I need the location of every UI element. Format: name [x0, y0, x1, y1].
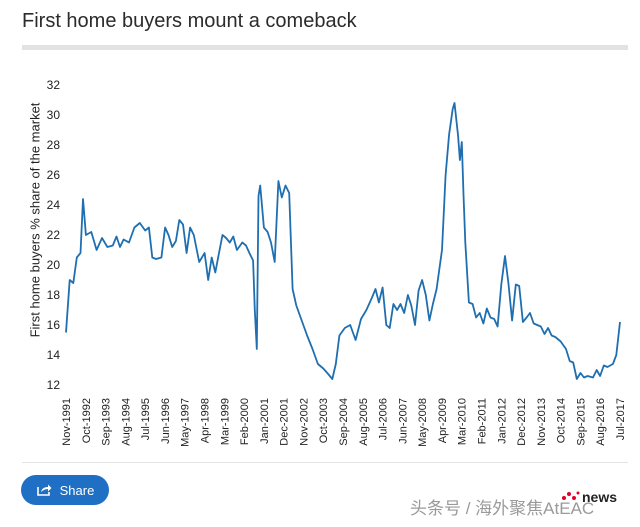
x-tick-label: Jan-2012 — [496, 398, 508, 444]
x-tick-label: Feb-2011 — [477, 398, 489, 444]
y-tick-label: 18 — [47, 288, 61, 302]
x-tick-label: Apr-1998 — [200, 398, 212, 443]
x-tick-label: Aug-1994 — [120, 398, 132, 446]
y-tick-label: 28 — [47, 138, 61, 152]
news-logo-icon — [562, 491, 580, 500]
y-tick-label: 22 — [47, 228, 61, 242]
y-tick-label: 32 — [47, 78, 61, 92]
footer-divider — [22, 462, 628, 463]
x-tick-label: Nov-2013 — [536, 398, 548, 446]
y-tick-label: 26 — [47, 168, 61, 182]
series-line — [65, 102, 621, 380]
x-tick-label: Sep-2004 — [338, 398, 350, 446]
y-tick-label: 20 — [47, 258, 61, 272]
x-tick-label: Jun-1996 — [160, 398, 172, 444]
x-tick-label: Oct-2003 — [318, 398, 330, 443]
y-tick-label: 24 — [47, 198, 61, 212]
watermark-text: 头条号 / 海外聚焦AtEAC — [410, 499, 595, 518]
x-tick-label: Jul-2006 — [378, 398, 390, 440]
x-tick-label: Dec-2001 — [279, 398, 291, 446]
x-tick-label: Sep-1993 — [101, 398, 113, 446]
x-tick-label: Jan-2001 — [259, 398, 271, 444]
y-tick-label: 12 — [47, 378, 61, 392]
x-tick-label: Mar-1999 — [219, 398, 231, 445]
title-divider — [22, 45, 628, 50]
x-tick-label: Sep-2015 — [575, 398, 587, 446]
x-tick-labels: Nov-1991 Oct-1992 Sep-1993 Aug-1994 Jul-1995… — [61, 398, 627, 447]
x-tick-label: Aug-2016 — [595, 398, 607, 446]
y-tick-labels: 12 14 16 18 20 22 24 26 28 30 32 — [47, 78, 61, 392]
news-brand: news — [582, 489, 618, 505]
x-tick-label: Aug-2005 — [358, 398, 370, 446]
x-tick-label: May-1997 — [180, 398, 192, 447]
y-tick-label: 30 — [47, 108, 61, 122]
x-tick-label: Nov-1991 — [61, 398, 73, 446]
x-tick-label: Oct-1992 — [81, 398, 93, 443]
x-tick-label: Apr-2009 — [437, 398, 449, 443]
x-tick-label: Mar-2010 — [457, 398, 469, 445]
x-tick-label: Jul-1995 — [140, 398, 152, 440]
line-chart: 12 14 16 18 20 22 24 26 28 30 32 Nov-1991 Oct-1992 S… — [47, 78, 627, 447]
x-tick-label: Oct-2014 — [556, 398, 568, 443]
chart-title: First home buyers mount a comeback — [22, 10, 357, 32]
share-label: Share — [59, 482, 95, 498]
x-tick-label: Jun-2007 — [397, 398, 409, 444]
x-tick-label: Jul-2017 — [615, 398, 627, 440]
x-tick-label: Feb-2000 — [239, 398, 251, 445]
y-tick-label: 14 — [47, 348, 61, 362]
x-tick-label: Nov-2002 — [298, 398, 310, 446]
x-tick-label: Dec-2012 — [516, 398, 528, 446]
share-icon — [36, 483, 52, 497]
x-tick-label: May-2008 — [417, 398, 429, 447]
share-button[interactable]: Share — [21, 475, 109, 505]
y-tick-label: 16 — [47, 318, 61, 332]
